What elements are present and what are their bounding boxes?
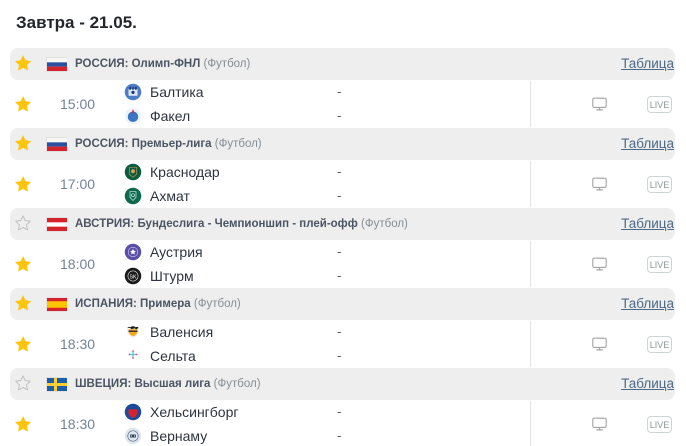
svg-text:SK: SK [129,274,137,280]
